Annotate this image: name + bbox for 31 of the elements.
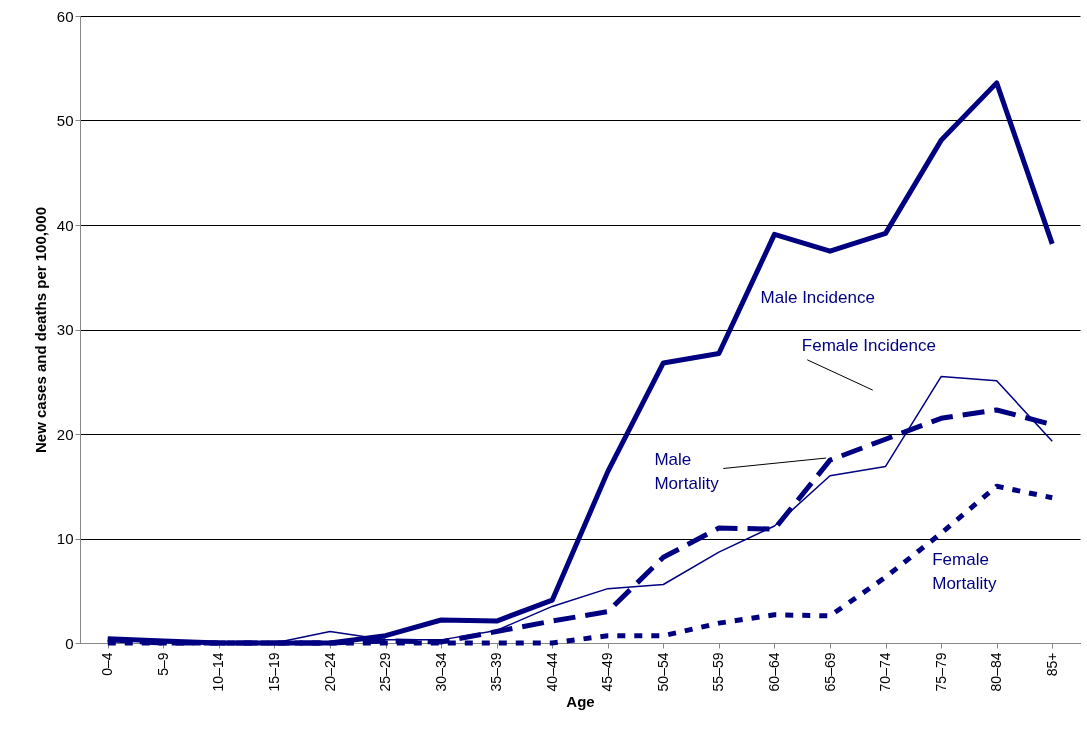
x-axis-title: Age	[566, 693, 595, 711]
x-tick-label: 80–84	[988, 652, 1005, 692]
x-tick-label: 0–4	[99, 652, 116, 676]
series-label: Female Mortality	[932, 550, 997, 594]
x-tick-label: 55–59	[710, 652, 727, 692]
x-tick-label: 40–44	[543, 652, 560, 692]
y-tick-label: 30	[56, 321, 74, 338]
x-tick-label: 60–64	[765, 652, 782, 692]
x-tick-label: 45–49	[599, 652, 616, 692]
x-tick-label: 50–54	[654, 652, 671, 692]
y-tick-label: 20	[56, 425, 74, 443]
x-tick-label: 65–69	[821, 652, 838, 692]
x-tick-label: 70–74	[877, 652, 894, 692]
x-tick-label: 20–24	[321, 652, 338, 692]
y-axis-title: New cases and deaths per 100,000	[31, 207, 49, 453]
series-label: Male Incidence	[760, 288, 875, 308]
x-tick-label: 15–19	[265, 652, 282, 692]
y-tick-label: 0	[65, 634, 74, 652]
y-tick-label: 60	[56, 7, 74, 25]
x-tick-label: 10–14	[210, 652, 227, 692]
y-tick-label: 10	[56, 530, 74, 547]
x-tick-label: 35–39	[488, 652, 505, 692]
series-label: Female Incidence	[801, 336, 936, 356]
x-tick-label: 85+	[1043, 652, 1060, 677]
x-tick-label: 5–9	[154, 652, 171, 676]
x-tick-label: 75–79	[932, 652, 949, 692]
text: Male Mortality	[654, 450, 720, 494]
y-tick-label: 50	[56, 112, 74, 129]
y-tick-label: 40	[56, 216, 74, 234]
x-tick-label: 30–34	[432, 652, 449, 692]
x-tick-label: 25–29	[377, 652, 394, 692]
